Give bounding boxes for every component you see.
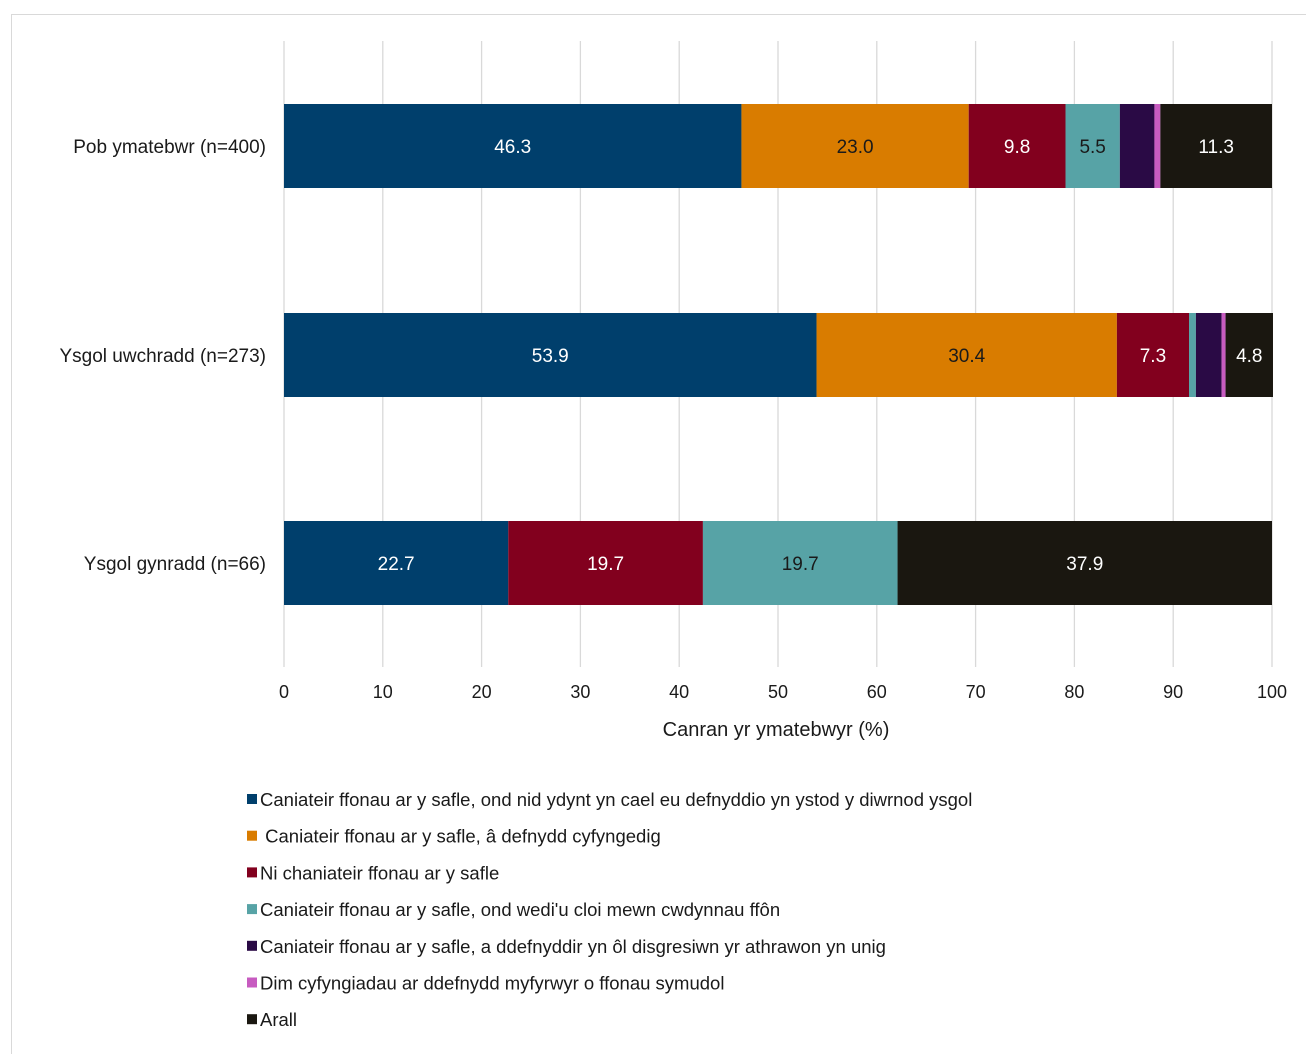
bar-segment: [1195, 313, 1222, 397]
data-label: 46.3: [494, 137, 531, 158]
legend-swatch: [247, 1014, 257, 1025]
x-tick-label: 50: [768, 682, 788, 702]
data-label: 30.4: [948, 346, 985, 367]
legend-swatch: [247, 940, 257, 951]
legend-swatch: [247, 904, 257, 915]
bar-segment: [284, 104, 742, 188]
bar-segment: [968, 104, 1066, 188]
chart-frame: 46.3 23.0 9.8 5.5 11.3 53.9 30.4 7.3 4.8 22.7 19.7…: [11, 14, 1306, 1054]
x-tick-label: 40: [669, 682, 689, 702]
legend-swatch: [247, 794, 257, 804]
bar-segment: [1221, 313, 1226, 397]
legend-swatch: [247, 830, 257, 841]
legend-swatch: [247, 977, 257, 988]
bar-segment: [816, 313, 1117, 397]
stacked-bar-chart: 46.3 23.0 9.8 5.5 11.3 53.9 30.4 7.3 4.8 22.7 19.7…: [60, 41, 1287, 1030]
bar-segment: [1154, 104, 1161, 188]
x-tick-label: 20: [472, 682, 492, 702]
legend-label: Arall: [260, 1009, 297, 1030]
legend: Caniateir ffonau ar y safle, ond nid ydy…: [247, 789, 972, 1030]
data-label: 7.3: [1140, 346, 1166, 367]
category-label: Ysgol gynradd (n=66): [84, 554, 266, 575]
bar-segment: [284, 521, 509, 605]
x-tick-label: 80: [1064, 682, 1084, 702]
x-tick-label: 60: [867, 682, 887, 702]
bar-segment: [284, 313, 817, 397]
bar-segment: [1189, 313, 1196, 397]
data-label: 9.8: [1004, 137, 1030, 158]
category-label: Ysgol uwchradd (n=273): [60, 346, 267, 367]
bar-segment: [897, 521, 1272, 605]
data-label: 5.5: [1079, 137, 1105, 158]
category-label: Pob ymatebwr (n=400): [73, 137, 266, 158]
legend-label: Ni chaniateir ffonau ar y safle: [260, 862, 499, 883]
data-label: 23.0: [837, 137, 874, 158]
x-tick-label: 70: [966, 682, 986, 702]
bar-segment: [1225, 313, 1273, 397]
x-axis-title: Canran yr ymatebwyr (%): [663, 719, 890, 741]
bar-segment: [1116, 313, 1190, 397]
bar-segment: [1119, 104, 1155, 188]
x-axis-ticks: 0 10 20 30 40 50 60 70 80 90 100: [279, 682, 1287, 702]
bar-segment: [741, 104, 969, 188]
category-labels: Pob ymatebwr (n=400) Ysgol uwchradd (n=27…: [60, 137, 267, 575]
legend-label: Caniateir ffonau ar y safle, ond nid ydy…: [260, 789, 972, 810]
bar-segment: [1160, 104, 1272, 188]
value-labels: 46.3 23.0 9.8 5.5 11.3 53.9 30.4 7.3 4.8 22.7 19.7…: [378, 137, 1263, 575]
legend-label: Caniateir ffonau ar y safle, a ddefnyddi…: [260, 936, 886, 957]
bars: [284, 104, 1273, 605]
data-label: 22.7: [378, 554, 415, 575]
data-label: 11.3: [1198, 137, 1234, 158]
x-tick-label: 10: [373, 682, 393, 702]
data-label: 53.9: [532, 346, 569, 367]
x-tick-label: 30: [570, 682, 590, 702]
data-label: 4.8: [1236, 346, 1262, 367]
bar-segment: [1065, 104, 1120, 188]
legend-swatch: [247, 867, 257, 878]
legend-label: Caniateir ffonau ar y safle, ond wedi'u …: [260, 899, 780, 920]
data-label: 37.9: [1066, 554, 1103, 575]
x-tick-label: 90: [1163, 682, 1183, 702]
bar-segment: [702, 521, 898, 605]
legend-label: Dim cyfyngiadau ar ddefnydd myfyrwyr o f…: [260, 973, 724, 994]
bar-segment: [508, 521, 703, 605]
x-tick-label: 0: [279, 682, 289, 702]
x-tick-label: 100: [1257, 682, 1287, 702]
legend-label: Caniateir ffonau ar y safle, â defnydd c…: [260, 826, 661, 847]
data-label: 19.7: [782, 554, 819, 575]
data-label: 19.7: [587, 554, 624, 575]
